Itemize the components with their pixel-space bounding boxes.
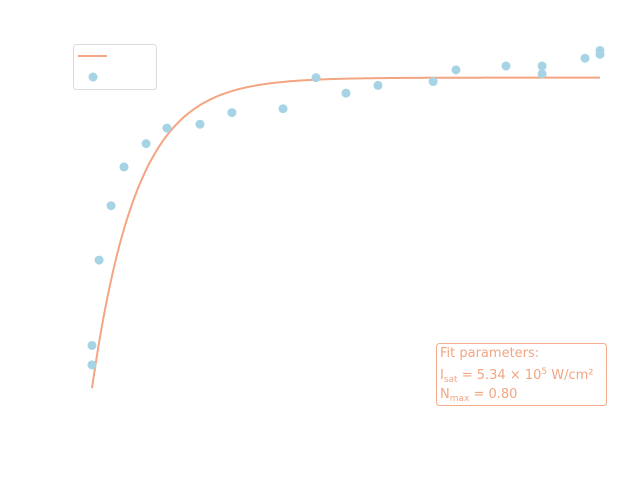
data-point xyxy=(501,61,511,71)
data-point xyxy=(94,255,104,265)
fit-parameters-frame xyxy=(436,343,607,406)
data-point xyxy=(341,88,351,98)
data-point xyxy=(428,77,438,87)
data-point xyxy=(595,45,605,55)
data-point xyxy=(278,104,288,114)
data-point xyxy=(373,80,383,90)
data-point xyxy=(537,61,547,71)
data-points-layer xyxy=(87,45,605,370)
fit-curve-layer xyxy=(91,76,600,389)
legend-point-swatch xyxy=(88,72,98,82)
data-point xyxy=(451,65,461,75)
legend-frame xyxy=(73,44,157,90)
data-point xyxy=(87,340,97,350)
data-point xyxy=(119,162,129,172)
data-point xyxy=(162,123,172,133)
data-point xyxy=(537,69,547,79)
fit-parameter-nmax: Nmax = 0.80 xyxy=(440,387,517,404)
data-point xyxy=(87,360,97,370)
fit-parameter-isat: Isat = 5.34 × 105 W/cm² xyxy=(440,367,594,385)
data-point xyxy=(141,139,151,149)
fit-curve xyxy=(91,76,600,389)
data-point xyxy=(311,73,321,83)
data-point xyxy=(227,108,237,118)
fit-parameters-box: Fit parameters: Isat = 5.34 × 105 W/cm² … xyxy=(436,343,607,406)
data-point xyxy=(195,119,205,129)
data-point xyxy=(106,201,116,211)
data-point xyxy=(580,53,590,63)
legend xyxy=(73,44,157,90)
fit-parameters-heading: Fit parameters: xyxy=(440,346,539,361)
